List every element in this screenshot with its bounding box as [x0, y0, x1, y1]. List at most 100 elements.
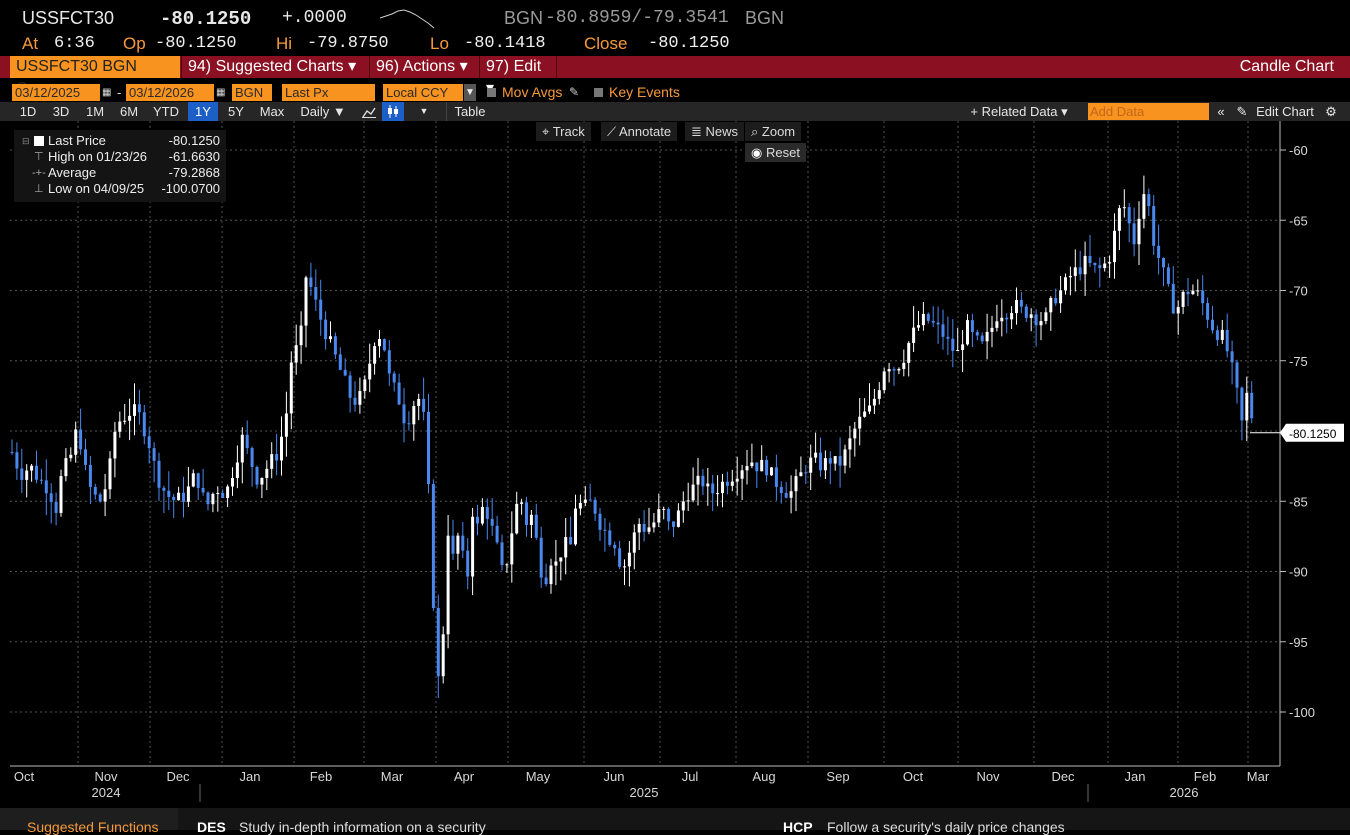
pencil-icon[interactable]: ✎ — [569, 85, 580, 99]
period-ytd[interactable]: YTD — [153, 104, 179, 119]
end-date-input[interactable]: 03/12/2026 — [126, 84, 214, 101]
annotate-button[interactable]: ⟋ Annotate — [601, 122, 678, 141]
candle-chart-icon[interactable] — [382, 102, 404, 121]
candle-body — [500, 542, 504, 565]
candle-body — [402, 404, 406, 424]
candle-body — [412, 406, 416, 425]
candle-body — [54, 502, 58, 513]
low-value: -80.1418 — [464, 34, 546, 53]
candle-body — [662, 508, 666, 510]
field-input[interactable]: Last Px — [282, 84, 375, 101]
candle-body — [446, 535, 450, 635]
x-tick-label: Jan — [240, 769, 261, 784]
line-chart-icon[interactable] — [358, 102, 380, 121]
candle-body — [49, 493, 53, 503]
x-tick-label: Nov — [94, 769, 118, 784]
start-date-input[interactable]: 03/12/2025 — [12, 84, 100, 101]
security-field[interactable]: USSFCT30 BGN Curn — [10, 56, 180, 97]
legend-last-label: Last Price — [48, 133, 106, 148]
calendar-icon[interactable]: ▦ — [216, 87, 226, 98]
candle-body — [289, 362, 293, 414]
candle-body — [1034, 314, 1038, 326]
candle-body — [240, 434, 244, 463]
collapse-icon[interactable]: ⊟ — [22, 136, 30, 146]
zoom-button[interactable]: ⌕ Zoom — [745, 122, 802, 141]
double-chevron-left-icon[interactable]: « — [1217, 104, 1225, 119]
candle-body — [946, 336, 950, 339]
des-function-code[interactable]: DES — [197, 819, 226, 835]
candle-body — [941, 324, 945, 337]
y-tick-label: -85 — [1289, 494, 1308, 509]
candle-body — [485, 506, 489, 519]
candle-body — [201, 487, 205, 493]
candle-body — [157, 460, 161, 488]
chevron-down-icon[interactable]: ▼ — [419, 106, 429, 116]
source-input[interactable]: BGN — [232, 84, 272, 101]
candle-body — [191, 473, 195, 487]
actions-menu[interactable]: 96) Actions ▾ — [369, 56, 479, 78]
candle-body — [534, 514, 538, 538]
frequency-select[interactable]: Daily ▼ — [300, 104, 346, 119]
period-6m[interactable]: 6M — [119, 104, 139, 119]
candle-body — [245, 434, 249, 449]
candle-body — [319, 299, 323, 320]
candle-body — [471, 516, 475, 577]
candle-body — [1024, 306, 1028, 318]
des-function-text[interactable]: Study in-depth information on a security — [239, 819, 486, 835]
candle-body — [1196, 290, 1200, 292]
edit-menu[interactable]: 97) Edit ▾ — [479, 56, 557, 97]
legend-last[interactable]: ⊟ Last Price -80.1250 — [14, 133, 226, 149]
candle-body — [740, 470, 744, 479]
edit-chart-button[interactable]: Edit Chart — [1256, 104, 1314, 119]
gear-icon[interactable]: ⚙ — [1325, 104, 1337, 119]
high-value: -79.8750 — [307, 34, 389, 53]
candle-body — [1211, 319, 1214, 331]
period-1y[interactable]: 1Y — [188, 102, 218, 121]
chevron-down-icon[interactable]: ▼ — [464, 84, 476, 101]
candle-body — [583, 499, 587, 503]
track-button[interactable]: ⌖ Track — [536, 122, 591, 141]
candle-body — [623, 566, 626, 568]
currency-select[interactable]: Local CCY — [383, 84, 463, 101]
candle-body — [1113, 230, 1116, 263]
mov-avgs-checkbox[interactable] — [487, 88, 496, 97]
y-tick-label: -65 — [1289, 213, 1308, 228]
candle-body — [1142, 194, 1146, 219]
candle-body — [921, 313, 925, 326]
period-1d[interactable]: 1D — [19, 104, 37, 119]
period-5y[interactable]: 5Y — [228, 104, 244, 119]
calendar-icon[interactable]: ▦ — [102, 87, 112, 98]
crosshair-icon: ⌖ — [542, 124, 553, 139]
hcp-function-text[interactable]: Follow a security's daily price changes — [827, 819, 1065, 835]
suggested-charts-menu[interactable]: 94) Suggested Charts ▾ — [181, 56, 369, 78]
reset-button[interactable]: ◉ Reset — [745, 143, 806, 162]
candle-chart[interactable]: -60-65-70-75-80-85-90-95-100-80.1250 Oct… — [0, 121, 1350, 806]
pencil-icon[interactable]: ✎ — [1236, 104, 1248, 119]
candle-body — [814, 452, 818, 458]
candle-body — [515, 503, 519, 534]
news-button[interactable]: ≣ News — [685, 122, 745, 141]
candle-body — [725, 481, 729, 486]
candle-body — [706, 483, 710, 487]
related-data-button[interactable]: + Related Data ▾ — [970, 104, 1068, 119]
period-1m[interactable]: 1M — [85, 104, 105, 119]
candle-body — [422, 398, 426, 412]
period-max[interactable]: Max — [259, 104, 285, 119]
candle-body — [128, 415, 132, 421]
candle-body — [637, 523, 641, 533]
table-button[interactable]: Table — [446, 102, 493, 121]
candle-body — [613, 544, 617, 549]
year-label: 2026 — [1170, 785, 1199, 800]
period-3d[interactable]: 3D — [52, 104, 70, 119]
key-events-checkbox[interactable] — [594, 88, 603, 97]
candle-body — [980, 335, 984, 342]
candle-body — [69, 454, 73, 459]
candle-body — [10, 452, 14, 454]
candle-body — [593, 499, 597, 514]
candle-body — [970, 320, 974, 333]
candle-body — [1078, 267, 1082, 275]
candle-body — [392, 373, 396, 383]
add-data-input[interactable]: Add Data — [1088, 103, 1209, 120]
candle-body — [995, 321, 999, 328]
hcp-function-code[interactable]: HCP — [783, 819, 813, 835]
